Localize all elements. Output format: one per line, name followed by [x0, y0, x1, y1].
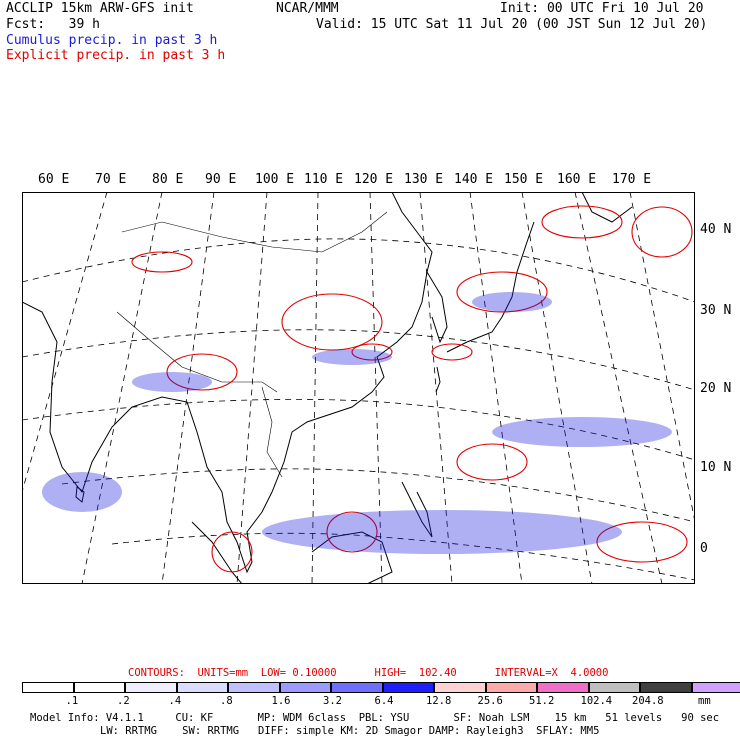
colorbar-swatch — [176, 682, 228, 693]
explicit-cell-japan — [456, 271, 548, 313]
explicit-cell-nw-pacific — [631, 206, 693, 258]
philippines-coastline — [401, 481, 433, 538]
colorbar-swatch — [125, 682, 177, 693]
explicit-cell-equatorial-pacific — [596, 521, 688, 563]
lat-label-10n: 10 N — [700, 460, 732, 475]
meridian-150e — [521, 192, 593, 584]
lon-label-90e: 90 E — [205, 172, 237, 187]
colorbar-label: .1 — [65, 695, 79, 707]
coastlines — [22, 192, 633, 584]
indochina-borders — [261, 386, 283, 478]
china-india-border — [116, 311, 278, 393]
meridian-160e — [574, 192, 663, 584]
sumatra-coastline — [191, 521, 243, 584]
cumulus-area-maritime — [262, 510, 622, 554]
lon-label-100e: 100 E — [255, 172, 295, 187]
contour-info: CONTOURS: UNITS=mm LOW= 0.10000 HIGH= 10… — [128, 667, 609, 679]
explicit-cell-tibet — [281, 293, 383, 351]
china-mongolia-border — [121, 211, 388, 253]
japan-coastline — [446, 221, 535, 353]
lon-label-60e: 60 E — [38, 172, 70, 187]
colorbar-swatch — [434, 682, 486, 693]
meridian-70e — [22, 192, 108, 493]
lat-label-30n: 30 N — [700, 303, 732, 318]
model-info-line1: Model Info: V4.1.1 CU: KF MP: WDM 6class… — [30, 712, 720, 724]
colorbar-swatch — [640, 682, 692, 693]
explicit-cell-sumatra — [211, 531, 253, 573]
colorbar-swatch — [73, 682, 125, 693]
colorbar-swatch — [382, 682, 434, 693]
kamchatka-coastline — [581, 192, 633, 223]
lon-label-120e: 120 E — [354, 172, 394, 187]
run-title: ACCLIP 15km ARW-GFS init — [6, 1, 194, 16]
cumulus-area-bay-of-bengal — [132, 372, 212, 392]
asia-coastline — [22, 192, 433, 574]
colorbar-label: .4 — [168, 695, 182, 707]
parallel-20n — [22, 398, 695, 461]
colorbar-label: 12.8 — [426, 695, 452, 707]
meridian-170e — [629, 192, 695, 523]
lon-label-80e: 80 E — [152, 172, 184, 187]
explicit-cell-mongolia — [131, 251, 193, 273]
lon-label-130e: 130 E — [404, 172, 444, 187]
parallel-10n — [61, 468, 695, 523]
explicit-cell-west-pacific — [456, 443, 528, 481]
colorbar-swatch — [22, 682, 74, 693]
meridian-80e — [81, 192, 163, 584]
colorbar-label: 1.6 — [271, 695, 291, 707]
organization-label: NCAR/MMM — [276, 1, 339, 16]
colorbar-label: 25.6 — [477, 695, 503, 707]
colorbar-label: .8 — [220, 695, 233, 707]
lat-label-equator: 0 — [700, 541, 708, 556]
colorbar-label: 6.4 — [374, 695, 394, 707]
cumulus-area-japan — [472, 292, 552, 312]
colorbar-label: .2 — [117, 695, 130, 707]
colorbar-swatch — [331, 682, 383, 693]
precipitation-map — [22, 192, 695, 584]
explicit-cell-kamchatka — [541, 205, 623, 239]
lon-label-170e: 170 E — [612, 172, 652, 187]
explicit-precip-contours — [131, 205, 693, 573]
country-borders — [116, 211, 388, 478]
explicit-cell-korea — [431, 343, 473, 361]
colorbar-swatch — [588, 682, 640, 693]
lon-label-70e: 70 E — [95, 172, 127, 187]
colorbar-swatch — [485, 682, 537, 693]
lat-label-40n: 40 N — [700, 222, 732, 237]
explicit-cell-himalaya — [166, 353, 238, 391]
colorbar-label: 102.4 — [580, 695, 613, 707]
colorbar-swatch — [228, 682, 280, 693]
sri-lanka-coastline — [75, 486, 85, 503]
colorbar-swatch — [537, 682, 589, 693]
colorbar-unit: mm — [698, 695, 711, 707]
forecast-hour: Fcst: 39 h — [6, 17, 100, 32]
lon-label-160e: 160 E — [557, 172, 597, 187]
lon-label-150e: 150 E — [504, 172, 544, 187]
explicit-legend: Explicit precip. in past 3 h — [6, 48, 226, 63]
lat-label-20n: 20 N — [700, 381, 732, 396]
colorbar-label: 51.2 — [529, 695, 555, 707]
colorbar-label: 204.8 — [632, 695, 664, 707]
korea-coastline — [426, 271, 448, 344]
explicit-cell-sichuan — [351, 343, 393, 361]
cumulus-legend: Cumulus precip. in past 3 h — [6, 33, 218, 48]
parallel-30n — [22, 329, 695, 391]
taiwan-coastline — [435, 366, 441, 393]
colorbar-swatch — [691, 682, 740, 693]
cumulus-area-arabian-sea — [42, 472, 122, 512]
model-info-line2: LW: RRTMG SW: RRTMG DIFF: simple KM: 2D … — [100, 725, 600, 737]
explicit-cell-south-china-sea — [326, 511, 378, 553]
lon-label-140e: 140 E — [454, 172, 494, 187]
colorbar-label: 3.2 — [323, 695, 342, 707]
cumulus-area-china — [312, 349, 392, 365]
lon-label-110e: 110 E — [304, 172, 344, 187]
cumulus-area-west-pacific — [492, 417, 672, 447]
cumulus-precip-shading — [42, 292, 672, 554]
init-time: Init: 00 UTC Fri 10 Jul 20 — [500, 1, 704, 16]
colorbar-swatch — [279, 682, 331, 693]
valid-time: Valid: 15 UTC Sat 11 Jul 20 (00 JST Sun … — [316, 17, 708, 32]
